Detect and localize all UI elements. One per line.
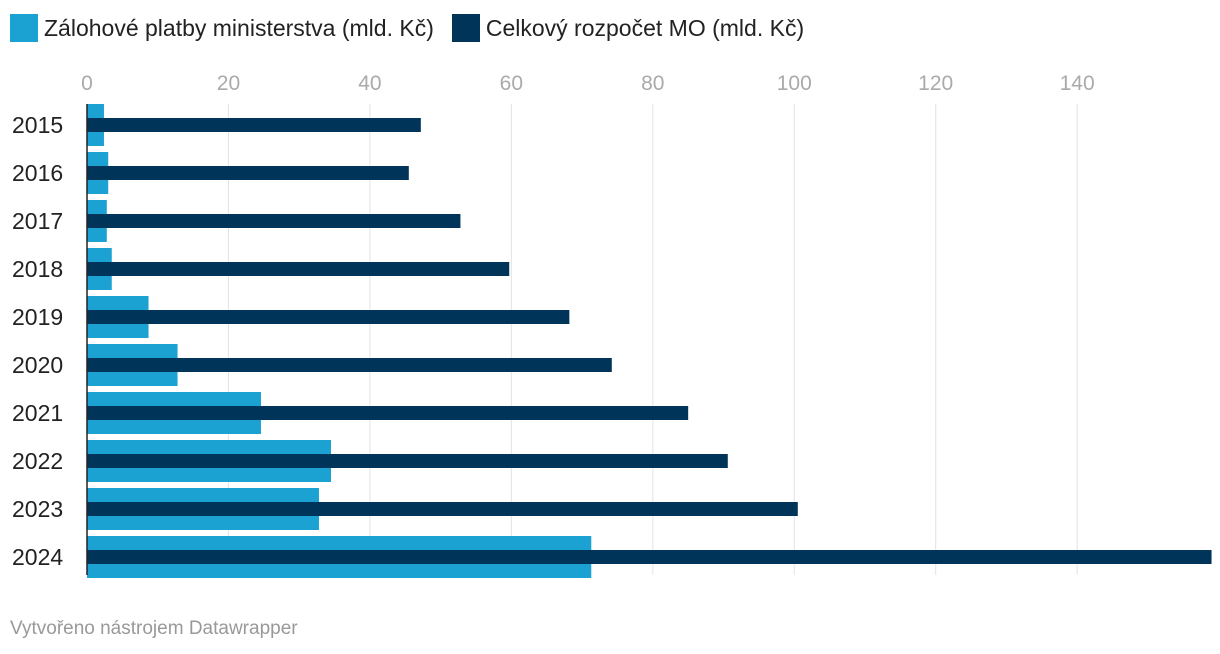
x-tick-label-80: 80 — [641, 72, 664, 95]
category-label-2020: 2020 — [12, 352, 63, 378]
category-label-2021: 2021 — [12, 400, 63, 426]
category-label-2018: 2018 — [12, 256, 63, 282]
legend-item-zalohove-platby: Zálohové platby ministerstva (mld. Kč) — [10, 14, 434, 42]
category-label-2022: 2022 — [12, 448, 63, 474]
bar-celkovy-rozpocet-2022 — [87, 454, 728, 468]
bar-celkovy-rozpocet-2017 — [87, 214, 461, 228]
bar-celkovy-rozpocet-2024 — [87, 550, 1212, 564]
x-tick-label-120: 120 — [918, 72, 953, 95]
bar-celkovy-rozpocet-2019 — [87, 310, 570, 324]
category-label-2023: 2023 — [12, 496, 63, 522]
x-tick-label-100: 100 — [777, 72, 812, 95]
bar-celkovy-rozpocet-2021 — [87, 406, 689, 420]
x-tick-label-40: 40 — [358, 72, 381, 95]
category-label-2024: 2024 — [12, 544, 63, 570]
category-label-2016: 2016 — [12, 160, 63, 186]
footer-credit: Vytvořeno nástrojem Datawrapper — [10, 618, 298, 639]
category-label-2015: 2015 — [12, 112, 63, 138]
bar-celkovy-rozpocet-2018 — [87, 262, 510, 276]
legend-swatch-zalohove-platby — [10, 14, 38, 42]
legend-item-celkovy-rozpocet: Celkový rozpočet MO (mld. Kč) — [451, 14, 805, 42]
category-label-2017: 2017 — [12, 208, 63, 234]
bar-celkovy-rozpocet-2020 — [87, 358, 612, 372]
bar-celkovy-rozpocet-2016 — [87, 166, 409, 180]
bar-celkovy-rozpocet-2015 — [87, 118, 421, 132]
x-tick-label-140: 140 — [1060, 72, 1095, 95]
x-tick-label-0: 0 — [81, 72, 93, 95]
chart-legend: Zálohové platby ministerstva (mld. Kč) C… — [10, 12, 822, 44]
legend-label-zalohove-platby: Zálohové platby ministerstva (mld. Kč) — [44, 14, 434, 41]
category-label-2019: 2019 — [12, 304, 63, 330]
legend-swatch-celkovy-rozpocet — [451, 14, 480, 42]
bar-celkovy-rozpocet-2023 — [87, 502, 798, 516]
x-tick-label-20: 20 — [217, 72, 240, 95]
x-tick-label-60: 60 — [500, 72, 523, 95]
legend-label-celkovy-rozpocet: Celkový rozpočet MO (mld. Kč) — [485, 14, 805, 41]
